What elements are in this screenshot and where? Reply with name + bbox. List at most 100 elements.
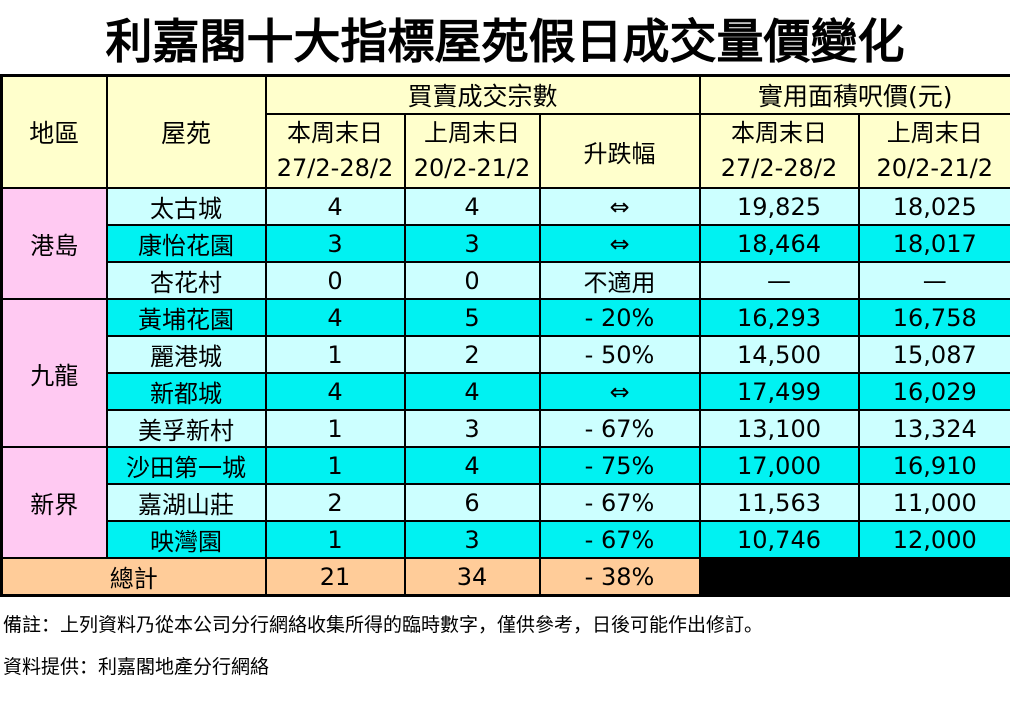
cell-change: - 50%: [538, 335, 701, 374]
cell-tx-last-week: 5: [403, 298, 541, 337]
cell-price-last-week: 11,000: [857, 483, 1010, 522]
header-price-last-week: 上周末日 20/2-21/2: [857, 113, 1010, 189]
cell-change: ⇔: [538, 187, 701, 226]
cell-estate: 康怡花園: [105, 224, 267, 263]
cell-change: - 20%: [538, 298, 701, 337]
cell-estate: 杏花村: [105, 261, 267, 300]
cell-estate: 黃埔花園: [105, 298, 267, 337]
table-row: 嘉湖山莊 2 6 - 67% 11,563 11,000: [2, 483, 1010, 522]
cell-tx-this-week: 1: [264, 446, 406, 485]
table-row: 港島 太古城 4 4 ⇔ 19,825 18,025: [0, 187, 1010, 300]
transactions-table: 地區 屋苑 買賣成交宗數 實用面積呎價(元) 本周末日 27/2-28/2 上周…: [0, 74, 1010, 597]
cell-change: - 67%: [538, 409, 701, 448]
cell-tx-last-week: 4: [403, 446, 541, 485]
header-price-group: 實用面積呎價(元): [698, 74, 1010, 115]
cell-tx-last-week: 6: [403, 483, 541, 522]
cell-change: ⇔: [538, 372, 701, 411]
cell-total-tx-last-week: 34: [403, 557, 541, 597]
cell-price-this-week: 13,100: [698, 409, 860, 448]
cell-tx-last-week: 3: [403, 224, 541, 263]
cell-price-this-week: 10,746: [698, 520, 860, 559]
header-price-this-week-label: 本周末日: [731, 119, 827, 147]
cell-price-this-week: —: [698, 261, 860, 300]
cell-price-last-week: 18,017: [857, 224, 1010, 263]
header-price-last-week-dates: 20/2-21/2: [876, 154, 993, 182]
footnotes: 備註：上列資料乃從本公司分行網絡收集所得的臨時數字，僅供參考，日後可能作出修訂。…: [0, 597, 1010, 679]
cell-tx-last-week: 4: [403, 372, 541, 411]
table-row: 九龍 黃埔花園 4 5 - 20% 16,293 16,758: [0, 298, 1010, 448]
header-estate: 屋苑: [105, 74, 267, 189]
total-row: 總計 21 34 - 38%: [0, 557, 1010, 597]
footnote-source: 資料提供：利嘉閣地產分行網絡: [3, 656, 270, 678]
table-header: 地區 屋苑 買賣成交宗數 實用面積呎價(元) 本周末日 27/2-28/2 上周…: [0, 74, 1010, 189]
cell-price-last-week: 12,000: [857, 520, 1010, 559]
cell-district-new-territories: 新界: [0, 446, 108, 559]
cell-change: ⇔: [538, 224, 701, 263]
header-change: 升跌幅: [538, 113, 701, 189]
header-tx-this-week-label: 本周末日: [287, 119, 383, 147]
cell-price-this-week: 17,000: [698, 446, 860, 485]
table-row: 新界 沙田第一城 1 4 - 75% 17,000 16,910: [0, 446, 1010, 559]
table-body: 港島 太古城 4 4 ⇔ 19,825 18,025 康怡花園 3 3 ⇔ 18…: [0, 187, 1010, 559]
cell-price-this-week: 11,563: [698, 483, 860, 522]
cell-change: - 75%: [538, 446, 701, 485]
cell-price-this-week: 18,464: [698, 224, 860, 263]
cell-tx-this-week: 1: [264, 335, 406, 374]
cell-tx-last-week: 3: [403, 520, 541, 559]
header-tx-this-week: 本周末日 27/2-28/2: [264, 113, 406, 189]
cell-price-this-week: 19,825: [698, 187, 860, 226]
cell-change: - 67%: [538, 483, 701, 522]
cell-tx-this-week: 3: [264, 224, 406, 263]
cell-change: - 67%: [538, 520, 701, 559]
header-tx-this-week-dates: 27/2-28/2: [276, 154, 394, 182]
header-price-this-week: 本周末日 27/2-28/2: [698, 113, 860, 189]
header-tx-last-week-label: 上周末日: [424, 119, 520, 147]
cell-estate: 太古城: [105, 187, 267, 226]
cell-estate: 麗港城: [105, 335, 267, 374]
cell-change: 不適用: [538, 261, 701, 300]
header-tx-last-week: 上周末日 20/2-21/2: [403, 113, 541, 189]
header-sub-row: 本周末日 27/2-28/2 上周末日 20/2-21/2 升跌幅 本周末日 2…: [2, 113, 1010, 189]
cell-price-last-week: 16,910: [857, 446, 1010, 485]
cell-district-kowloon: 九龍: [0, 298, 108, 448]
cell-estate: 美孚新村: [105, 409, 267, 448]
cell-estate: 映灣園: [105, 520, 267, 559]
table-row: 麗港城 1 2 - 50% 14,500 15,087: [2, 335, 1010, 374]
cell-tx-last-week: 0: [403, 261, 541, 300]
page-title: 利嘉閣十大指標屋苑假日成交量價變化: [105, 14, 905, 70]
header-price-last-week-label: 上周末日: [886, 119, 983, 147]
cell-tx-this-week: 1: [264, 520, 406, 559]
cell-price-this-week: 14,500: [698, 335, 860, 374]
header-group-row: 地區 屋苑 買賣成交宗數 實用面積呎價(元): [0, 74, 1010, 189]
cell-price-last-week: 16,758: [857, 298, 1010, 337]
cell-price-last-week: 15,087: [857, 335, 1010, 374]
table-row: 美孚新村 1 3 - 67% 13,100 13,324: [2, 409, 1010, 448]
cell-tx-this-week: 4: [264, 372, 406, 411]
cell-price-this-week: 16,293: [698, 298, 860, 337]
header-tx-last-week-dates: 20/2-21/2: [413, 154, 531, 182]
cell-district-hk-island: 港島: [0, 187, 108, 300]
blackout-cell: [698, 557, 1010, 597]
cell-total-tx-this-week: 21: [264, 557, 406, 597]
cell-total-label: 總計: [0, 557, 267, 597]
cell-tx-this-week: 4: [264, 298, 406, 337]
cell-total-change: - 38%: [538, 557, 701, 597]
cell-tx-this-week: 4: [264, 187, 406, 226]
cell-price-last-week: 13,324: [857, 409, 1010, 448]
cell-tx-last-week: 4: [403, 187, 541, 226]
cell-tx-last-week: 2: [403, 335, 541, 374]
header-price-this-week-dates: 27/2-28/2: [720, 154, 838, 182]
cell-estate: 新都城: [105, 372, 267, 411]
cell-tx-this-week: 0: [264, 261, 406, 300]
cell-price-last-week: 16,029: [857, 372, 1010, 411]
table-total-section: 總計 21 34 - 38%: [0, 557, 1010, 597]
table-row: 杏花村 0 0 不適用 — —: [2, 261, 1010, 300]
cell-tx-last-week: 3: [403, 409, 541, 448]
cell-estate: 嘉湖山莊: [105, 483, 267, 522]
cell-price-last-week: —: [857, 261, 1010, 300]
cell-tx-this-week: 1: [264, 409, 406, 448]
cell-estate: 沙田第一城: [105, 446, 267, 485]
cell-tx-this-week: 2: [264, 483, 406, 522]
header-transactions-group: 買賣成交宗數: [264, 74, 701, 115]
